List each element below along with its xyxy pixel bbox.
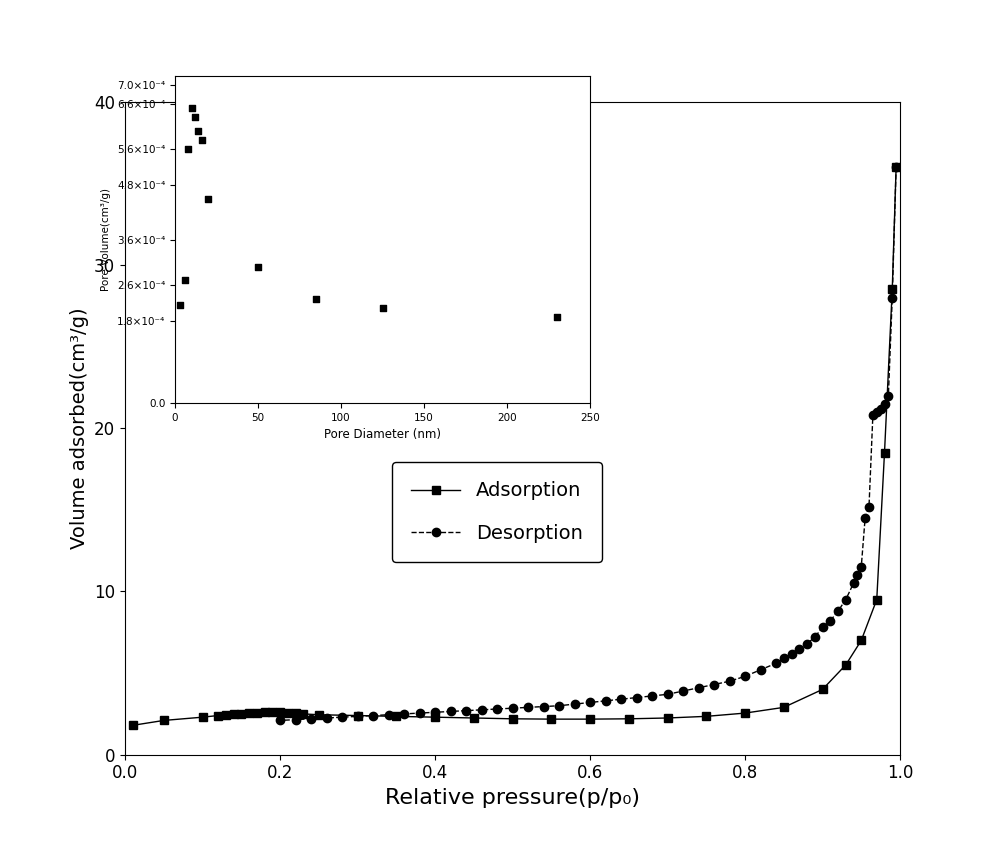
Desorption bbox=[890, 162, 902, 172]
Adsorption bbox=[739, 708, 751, 718]
Adsorption bbox=[251, 707, 263, 717]
Adsorption bbox=[243, 708, 255, 718]
Point bbox=[250, 260, 266, 274]
Desorption bbox=[855, 562, 867, 572]
Adsorption bbox=[220, 710, 232, 720]
Adsorption bbox=[127, 720, 139, 730]
Legend: Adsorption, Desorption: Adsorption, Desorption bbox=[392, 462, 602, 562]
Adsorption bbox=[840, 660, 852, 670]
Adsorption bbox=[212, 711, 224, 721]
Adsorption bbox=[890, 162, 902, 172]
X-axis label: Relative pressure(p/p₀): Relative pressure(p/p₀) bbox=[385, 788, 640, 808]
Desorption bbox=[274, 716, 286, 726]
Adsorption bbox=[274, 707, 286, 717]
Point bbox=[308, 292, 324, 305]
Adsorption bbox=[282, 707, 294, 717]
Adsorption bbox=[228, 709, 240, 719]
Adsorption bbox=[313, 710, 325, 720]
Adsorption bbox=[623, 714, 635, 724]
Adsorption bbox=[855, 635, 867, 645]
Adsorption bbox=[778, 702, 790, 712]
Adsorption bbox=[196, 712, 209, 722]
Adsorption bbox=[235, 708, 247, 718]
X-axis label: Pore Diameter (nm): Pore Diameter (nm) bbox=[324, 428, 441, 441]
Adsorption bbox=[662, 713, 674, 723]
Adsorption bbox=[545, 714, 557, 724]
Adsorption bbox=[886, 284, 898, 294]
Point bbox=[200, 192, 216, 205]
Adsorption bbox=[390, 711, 402, 722]
Adsorption bbox=[871, 594, 883, 605]
Adsorption bbox=[506, 714, 518, 724]
Adsorption bbox=[468, 713, 480, 723]
Line: Desorption: Desorption bbox=[276, 163, 900, 724]
Point bbox=[549, 310, 565, 323]
Adsorption bbox=[258, 707, 270, 717]
Point bbox=[187, 110, 203, 124]
Point bbox=[172, 298, 188, 312]
Y-axis label: Volume adsorbed(cm³/g): Volume adsorbed(cm³/g) bbox=[70, 308, 89, 549]
Desorption bbox=[600, 695, 612, 706]
Adsorption bbox=[879, 448, 891, 458]
Line: Adsorption: Adsorption bbox=[129, 163, 900, 729]
Adsorption bbox=[584, 714, 596, 724]
Adsorption bbox=[266, 707, 278, 717]
Adsorption bbox=[297, 709, 309, 719]
Adsorption bbox=[352, 711, 364, 721]
Desorption bbox=[646, 691, 658, 701]
Point bbox=[194, 133, 210, 147]
Adsorption bbox=[290, 708, 302, 718]
Adsorption bbox=[158, 716, 170, 726]
Point bbox=[184, 101, 200, 114]
Point bbox=[180, 142, 196, 156]
Point bbox=[190, 124, 206, 137]
Adsorption bbox=[429, 712, 441, 722]
Desorption bbox=[778, 653, 790, 663]
Adsorption bbox=[700, 711, 712, 722]
Point bbox=[374, 301, 390, 315]
Y-axis label: Pore Volume(cm³/g): Pore Volume(cm³/g) bbox=[101, 188, 111, 291]
Point bbox=[177, 274, 193, 287]
Desorption bbox=[615, 695, 627, 705]
Adsorption bbox=[816, 684, 828, 695]
Desorption bbox=[538, 701, 550, 711]
